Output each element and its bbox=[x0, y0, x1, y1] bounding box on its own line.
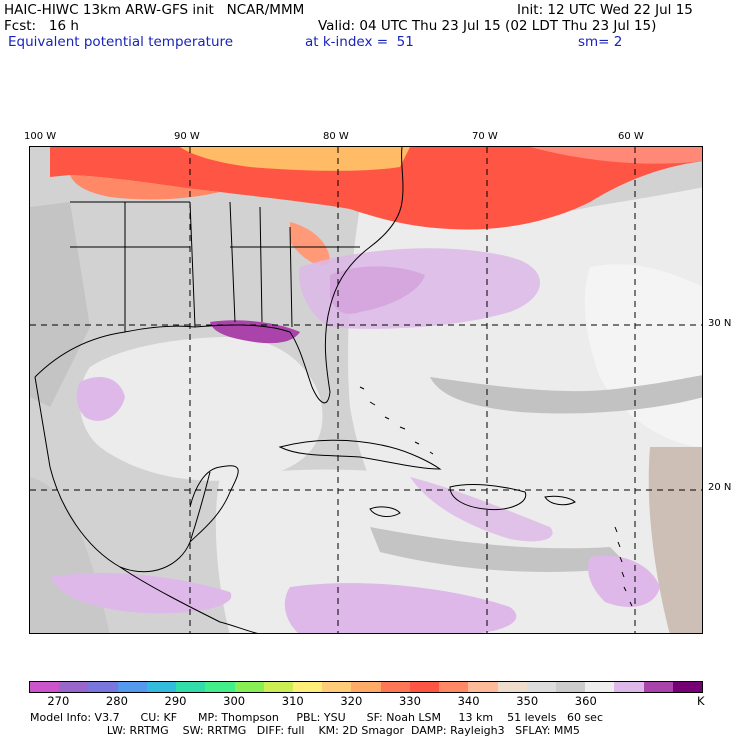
colorbar-swatch bbox=[672, 682, 703, 692]
colorbar-swatch bbox=[555, 682, 586, 692]
colorbar-tick-label: 350 bbox=[516, 694, 539, 708]
colorbar-tick-label: 300 bbox=[223, 694, 246, 708]
lat-label-20n: 20 N bbox=[708, 482, 732, 493]
colorbar-tick-label: 290 bbox=[164, 694, 187, 708]
forecast-hour: Fcst: 16 h bbox=[4, 18, 79, 34]
gulfcoast-purple bbox=[210, 320, 300, 344]
map-panel bbox=[29, 146, 703, 634]
colorbar-tick-label: 310 bbox=[281, 694, 304, 708]
colorbar-swatch bbox=[146, 682, 177, 692]
colorbar-swatch bbox=[526, 682, 556, 692]
graticule bbox=[30, 147, 702, 633]
colorbar-swatch bbox=[117, 682, 147, 692]
lon-label-70w: 70 W bbox=[472, 131, 498, 142]
colorbar-tick-label: 360 bbox=[574, 694, 597, 708]
colorbar-swatch bbox=[468, 682, 498, 692]
colorbar-swatch bbox=[205, 682, 235, 692]
colorbar-tick-label: 340 bbox=[457, 694, 480, 708]
level-info: at k-index = 51 bbox=[305, 34, 414, 50]
gulf-light-region bbox=[79, 337, 323, 481]
colorbar-tick-label: 320 bbox=[340, 694, 363, 708]
colorbar-swatch bbox=[643, 682, 673, 692]
colorbar-swatch bbox=[409, 682, 440, 692]
theta-e-map bbox=[30, 147, 702, 633]
valid-time: Valid: 04 UTC Thu 23 Jul 15 (02 LDT Thu … bbox=[318, 18, 657, 34]
colorbar-tick-label: 330 bbox=[398, 694, 421, 708]
warm-red-band bbox=[50, 147, 702, 230]
lesser-antilles-purple bbox=[588, 555, 660, 607]
colorbar-swatch bbox=[322, 682, 352, 692]
caribbean-purple-2 bbox=[410, 477, 553, 542]
colorbar-swatch bbox=[59, 682, 89, 692]
carolina-warm-patch bbox=[290, 222, 330, 266]
colorbar-swatch bbox=[585, 682, 615, 692]
warm-orange-band bbox=[70, 175, 220, 200]
lon-label-90w: 90 W bbox=[174, 131, 200, 142]
atlantic-purple-light bbox=[299, 248, 540, 329]
coastlines bbox=[34, 147, 633, 633]
colorbar-tick-label: 280 bbox=[105, 694, 128, 708]
colorbar-swatch bbox=[292, 682, 323, 692]
epac-purple bbox=[50, 572, 232, 614]
field-name: Equivalent potential temperature bbox=[8, 34, 234, 50]
colorbar-swatch bbox=[351, 682, 381, 692]
warm-pink-band bbox=[530, 147, 702, 164]
lon-label-60w: 60 W bbox=[618, 131, 644, 142]
colorbar-swatch bbox=[380, 682, 410, 692]
colorbar-swatch bbox=[614, 682, 644, 692]
lat-label-30n: 30 N bbox=[708, 318, 732, 329]
colorbar-swatch bbox=[263, 682, 293, 692]
texas-gray bbox=[30, 202, 90, 407]
model-info-line-2: LW: RRTMG SW: RRTMG DIFF: full KM: 2D Sm… bbox=[30, 724, 580, 737]
gulf-purple-blob bbox=[76, 377, 125, 421]
model-info-line-1: Model Info: V3.7 CU: KF MP: Thompson PBL… bbox=[30, 711, 603, 724]
init-time: Init: 12 UTC Wed 22 Jul 15 bbox=[517, 2, 693, 18]
caribbean-gray-streak bbox=[370, 527, 630, 572]
colorbar-unit: K bbox=[697, 694, 705, 708]
smoothing-info: sm= 2 bbox=[578, 34, 623, 50]
model-title: HAIC-HIWC 13km ARW-GFS init NCAR/MMM bbox=[4, 2, 305, 18]
colorbar-swatch bbox=[497, 682, 527, 692]
colorbar-swatch bbox=[234, 682, 264, 692]
atlantic-gray-streak bbox=[430, 375, 702, 414]
warm-yellow-band bbox=[180, 147, 410, 171]
lon-label-100w: 100 W bbox=[24, 131, 57, 142]
lon-label-80w: 80 W bbox=[323, 131, 349, 142]
east-tan-patch bbox=[648, 447, 702, 633]
colorbar-swatch bbox=[439, 682, 469, 692]
colorbar-swatch bbox=[88, 682, 118, 692]
colorbar-swatch bbox=[30, 682, 60, 692]
colorbar bbox=[29, 681, 703, 693]
colorbar-tick-label: 270 bbox=[47, 694, 70, 708]
colorbar-swatch bbox=[176, 682, 206, 692]
caribbean-purple bbox=[284, 583, 517, 633]
